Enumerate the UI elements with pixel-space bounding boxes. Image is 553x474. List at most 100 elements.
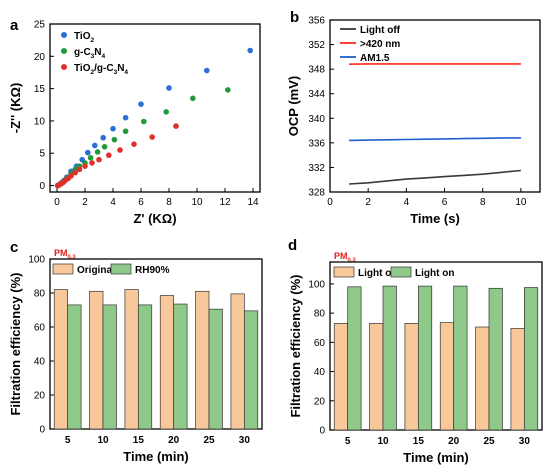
series-2-point [149,134,155,140]
legend-marker-0 [61,32,67,38]
y-tick-label: 60 [314,338,326,349]
legend-swatch-1 [390,266,412,278]
legend-label-0-part: TiO [74,31,91,42]
x-tick-label: 10 [377,436,389,447]
panel-label-a: a [10,17,19,34]
y-tick-label: 20 [314,396,326,407]
series-2-point [117,147,123,153]
chart-a: 0 2 4 6 8 10 12 14 0 5 10 15 20 25 Z' (KΩ) -Z'' (KΩ) TiO… [8,20,261,226]
x-tick-label: 15 [413,436,425,447]
legend-label-1-part: N [94,47,101,58]
y-tick-label: 40 [314,367,326,378]
x-axis-title: Time (min) [403,450,469,465]
x-tick-label: 10 [97,435,109,446]
series-1-point [87,154,94,161]
x-tick-label: 4 [404,197,410,208]
y-tick-label: 5 [39,149,45,160]
panel-label-d: d [288,237,297,254]
pm-annotation-part: PM [334,251,348,261]
y-tick-label: 60 [34,323,46,334]
x-tick-label: 10 [191,197,203,208]
y-tick-label: 80 [314,309,326,320]
bar-0 [439,322,455,431]
x-tick-label: 10 [515,197,527,208]
chart-c: 0 20 40 60 80 100 5 10 15 20 25 30 Time (min) Filtrat… [8,248,263,464]
series-line-0 [349,169,521,185]
legend-label-1-part: 3 [91,53,95,60]
bar-0 [404,323,419,431]
bar-1 [67,304,82,430]
series-2-point [106,152,112,158]
legend-label-2-part: TiO [74,63,91,74]
pm-annotation: PM0.3 [334,251,356,264]
legend-label-0: Light off [360,25,401,36]
y-tick-label: 100 [28,255,45,266]
series-2-point [76,166,83,173]
bar-1 [523,287,539,431]
x-tick-label: 0 [54,197,60,208]
bar-0 [195,290,210,430]
y-tick-label: 25 [34,20,46,31]
y-tick-label: 356 [308,16,325,27]
x-tick-label: 30 [239,435,251,446]
bar-1 [243,310,259,430]
pm-annotation-part: 0.3 [348,258,357,264]
legend-label-1-part: g-C [74,47,91,58]
bar-0 [89,290,104,430]
plot-frame [49,23,261,193]
y-tick-label: 348 [308,65,325,76]
legend-label-1: g-C3N4 [74,47,106,60]
pm-annotation-part: 0.3 [68,255,77,261]
series-1-point [122,128,129,135]
x-tick-label: 8 [480,197,486,208]
legend-swatch-1 [110,263,132,275]
series-line-2 [349,137,521,142]
bar-1 [347,286,362,431]
series-2-point [96,156,102,163]
bar-0 [369,323,384,431]
y-axis-title: OCP (mV) [286,76,301,136]
series-2-point [89,160,95,166]
series-2-point [82,163,88,169]
x-axis-title: Time (min) [123,449,189,464]
bar-0 [230,293,245,430]
legend-label-2-part: 3 [114,69,118,76]
series-1-point [94,149,101,155]
bar-1 [488,287,503,431]
y-tick-label: 340 [308,114,325,125]
bar-0 [53,289,69,430]
legend-label-1: RH90% [135,265,170,276]
series-0-point [85,149,91,156]
y-tick-label: 10 [34,116,46,127]
y-axis-title: Filtration efficiency (%) [288,274,303,417]
y-tick-label: 344 [308,89,325,100]
y-tick-label: 80 [34,289,46,300]
series-0-point [138,101,144,107]
legend-label-0: TiO2 [74,31,94,44]
legend-label-0-part: 2 [90,37,94,44]
legend-label-0: Original [77,265,115,276]
series-0-point [166,85,172,91]
x-tick-label: 8 [166,197,172,208]
y-tick-label: 15 [34,84,46,95]
y-tick-label: 20 [34,52,46,63]
bar-0 [510,328,525,431]
x-tick-label: 5 [65,435,71,446]
panel-label-b: b [290,9,299,26]
y-axis-title: -Z'' (KΩ) [8,83,23,134]
legend-label-1: >420 nm [360,39,400,50]
y-tick-label: 352 [308,40,325,51]
plot-frame [49,258,263,430]
bar-0 [333,323,349,431]
x-tick-label: 25 [483,436,495,447]
x-tick-label: 14 [247,197,259,208]
legend-label-2-part: 4 [124,69,128,76]
legend-label-0: Light off [358,268,399,279]
legend-swatch-0 [333,266,355,278]
legend-label-2: AM1.5 [360,53,390,64]
x-tick-label: 30 [519,436,531,447]
series-1-point [190,95,196,102]
chart-b: 0 2 4 6 8 10 328 332 336 340 344 348 352 356 Time (s) O… [286,16,541,226]
x-tick-label: 6 [442,197,448,208]
legend-label-1: Light on [415,268,454,279]
